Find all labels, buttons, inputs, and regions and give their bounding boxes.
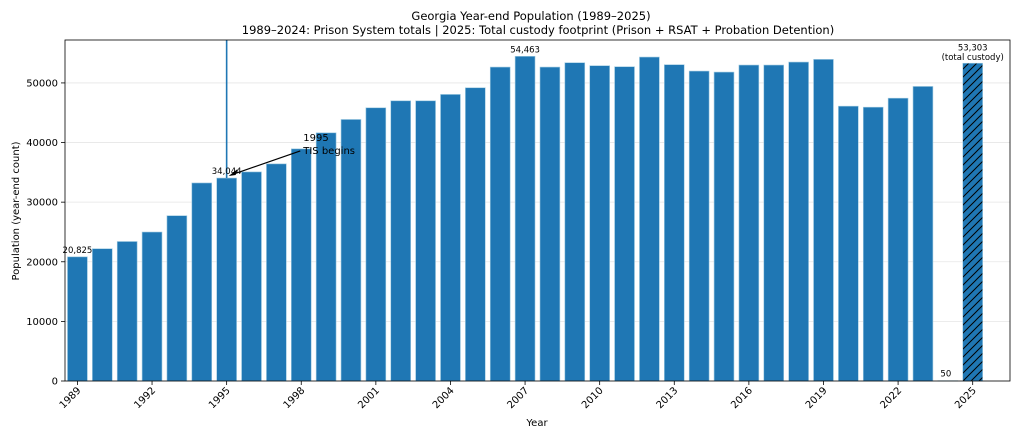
data-label: 34,044	[212, 167, 242, 177]
y-tick-label: 0	[52, 377, 58, 388]
bar-1998	[291, 148, 312, 382]
data-label: (total custody)	[942, 53, 1004, 63]
bar-2000	[340, 119, 362, 382]
bar-2017	[763, 64, 784, 382]
y-tick-label: 10000	[26, 317, 58, 328]
bar-2001	[365, 107, 387, 382]
bar-2009	[564, 62, 586, 382]
bar-2020	[838, 105, 859, 382]
bar-2015	[713, 71, 735, 382]
bar-1996	[241, 171, 262, 382]
x-tick-label: 2010	[580, 385, 606, 411]
x-tick-label: 1995	[207, 385, 233, 411]
bar-2021	[862, 106, 884, 382]
x-tick-label: 2016	[729, 385, 755, 411]
x-tick-label: 2022	[878, 385, 904, 411]
bar-2003	[415, 100, 436, 382]
bar-1997	[266, 163, 287, 382]
x-tick-label: 1989	[58, 385, 84, 411]
x-tick-label: 1992	[132, 385, 158, 411]
bar-2012	[639, 56, 660, 382]
chart-subtitle: 1989–2024: Prison System totals | 2025: …	[242, 23, 834, 37]
bar-2004	[440, 94, 461, 382]
x-tick-label: 1998	[282, 385, 308, 411]
bar-2011	[614, 66, 635, 382]
data-label: 50	[940, 370, 951, 380]
labels-layer: 20,825 34,044 54,463 50 53,303(total custody…	[63, 44, 1004, 380]
x-tick-label: 2007	[505, 385, 531, 411]
bar-2014	[688, 70, 710, 382]
bar-2006	[489, 66, 511, 382]
bar-2019	[813, 59, 834, 382]
y-tick-label: 40000	[26, 138, 58, 149]
x-tick-label: 2004	[431, 385, 457, 411]
bar-2023	[912, 86, 934, 382]
bar-1991	[116, 241, 138, 382]
bar-1989	[67, 256, 88, 382]
y-tick-label: 20000	[26, 257, 58, 268]
data-label: 53,303	[958, 44, 988, 54]
bar-2016	[738, 64, 760, 382]
annotation-arrow	[233, 150, 301, 175]
x-tick-label: 2025	[953, 385, 979, 411]
bar-2002	[390, 100, 411, 382]
x-axis-label: Year	[525, 418, 548, 429]
bar-1993	[166, 215, 188, 382]
bar-1995	[216, 177, 237, 382]
annotation-text: 1995	[303, 133, 328, 144]
bars-layer	[67, 40, 983, 382]
y-tick-label: 50000	[26, 78, 58, 89]
x-tick-label: 2001	[356, 385, 382, 411]
y-tick-label: 30000	[26, 198, 58, 209]
bar-1994	[191, 182, 213, 382]
chart-title: Georgia Year-end Population (1989–2025)	[411, 9, 650, 23]
bar-2010	[589, 65, 610, 382]
bar-1990	[92, 248, 113, 382]
annotation-arrowhead	[228, 169, 238, 177]
bar-2022	[887, 97, 909, 382]
bar-2005	[465, 87, 486, 382]
plot-frame	[64, 39, 1011, 382]
bar-2018	[788, 61, 809, 382]
x-tick-label: 2019	[804, 385, 830, 411]
bar-2007	[514, 56, 536, 382]
bar-1992	[141, 231, 163, 382]
annotation-text: TIS begins	[302, 146, 355, 157]
x-tick-label: 2013	[655, 385, 681, 411]
bar-2025	[962, 62, 983, 382]
bar-2008	[539, 66, 561, 382]
y-axis-label: Population (year-end count)	[11, 141, 22, 280]
bar-2013	[664, 64, 685, 382]
bar-1999	[315, 132, 337, 382]
data-label: 20,825	[63, 246, 93, 256]
data-label: 54,463	[510, 45, 540, 55]
